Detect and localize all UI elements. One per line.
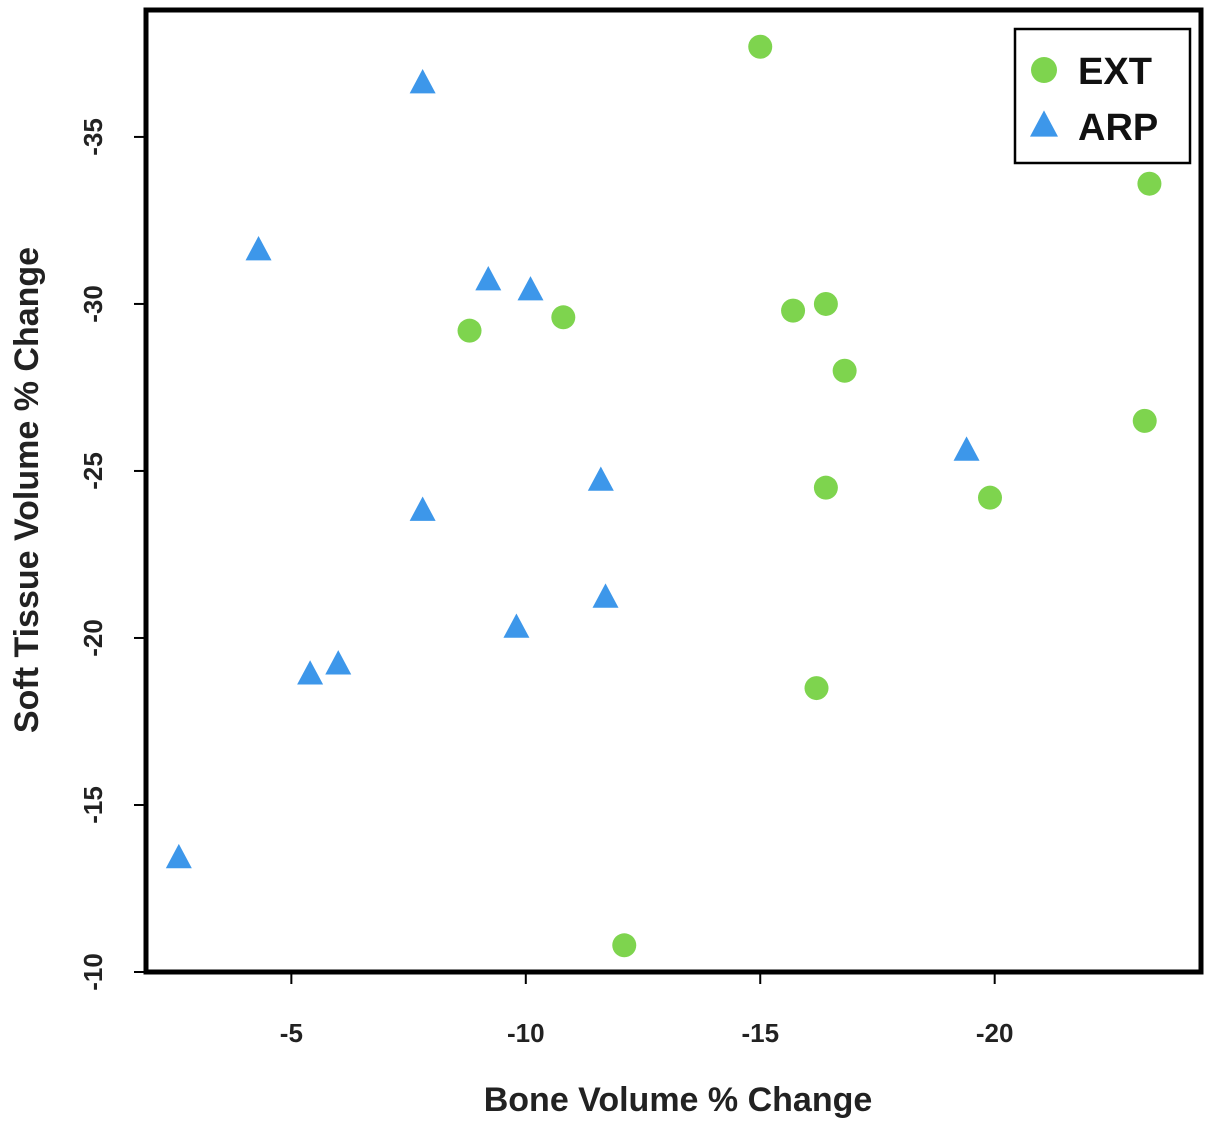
y-tick-label: -25 bbox=[78, 452, 108, 490]
ext-point bbox=[781, 298, 806, 323]
legend-items: EXT ARP bbox=[1030, 51, 1158, 149]
arp-point bbox=[245, 235, 272, 261]
ext-point bbox=[748, 34, 773, 59]
ext-point bbox=[813, 291, 838, 316]
series-arp bbox=[165, 68, 980, 869]
data-marks bbox=[165, 34, 1162, 958]
arp-point bbox=[503, 613, 530, 638]
x-tick-label: -15 bbox=[741, 1018, 779, 1048]
ext-point bbox=[551, 305, 576, 330]
ext-point bbox=[804, 676, 829, 701]
arp-point bbox=[409, 68, 436, 94]
y-tick-label: -20 bbox=[78, 619, 108, 657]
ext-point bbox=[612, 933, 637, 958]
y-tick-label: -35 bbox=[78, 118, 108, 156]
legend-label-ext: EXT bbox=[1078, 51, 1152, 93]
arp-point bbox=[325, 650, 352, 675]
x-tick-label: -10 bbox=[507, 1018, 545, 1048]
arp-point bbox=[297, 660, 324, 685]
y-axis-title: Soft Tissue Volume % Change bbox=[8, 247, 46, 733]
arp-point bbox=[953, 436, 980, 461]
ext-point bbox=[832, 358, 857, 383]
y-axis: -10 -15 -20 -25 -30 -35 bbox=[78, 118, 146, 991]
arp-point bbox=[165, 843, 192, 869]
y-tick-label: -10 bbox=[78, 953, 108, 991]
arp-point bbox=[475, 266, 502, 291]
arp-point bbox=[592, 583, 619, 608]
y-tick-label: -15 bbox=[78, 786, 108, 824]
arp-point bbox=[409, 496, 436, 521]
ext-point bbox=[978, 485, 1002, 510]
legend-label-arp: ARP bbox=[1078, 107, 1158, 149]
plot-area bbox=[143, 7, 1204, 975]
x-tick-label: -20 bbox=[976, 1018, 1014, 1048]
arp-point bbox=[587, 466, 614, 491]
y-tick-label: -30 bbox=[78, 285, 108, 323]
legend-marker-ext bbox=[1031, 57, 1057, 83]
legend-marker-arp bbox=[1030, 110, 1058, 137]
x-axis: -5 -10 -15 -20 bbox=[280, 972, 1014, 1048]
legend: EXT ARP bbox=[1013, 27, 1192, 165]
ext-point bbox=[813, 475, 838, 500]
plot-frame bbox=[143, 7, 1204, 975]
x-axis-title: Bone Volume % Change bbox=[484, 1081, 873, 1119]
series-ext bbox=[457, 34, 1162, 958]
ext-point bbox=[457, 318, 482, 343]
ext-point bbox=[1132, 408, 1157, 433]
legend-box bbox=[1013, 27, 1192, 165]
ext-point bbox=[1137, 171, 1162, 196]
x-tick-label: -5 bbox=[280, 1018, 303, 1048]
arp-point bbox=[517, 276, 544, 301]
